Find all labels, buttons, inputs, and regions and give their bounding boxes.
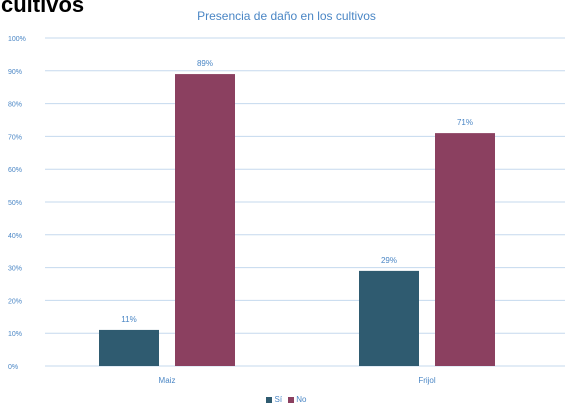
legend-item-no: No <box>288 395 307 404</box>
y-tick-label: 50% <box>8 200 22 207</box>
bar-frijol-si <box>359 270 419 366</box>
bar-frijol-no <box>435 133 495 366</box>
y-tick-label: 0% <box>8 364 18 371</box>
data-label: 71% <box>457 118 473 127</box>
legend-label-si: Sí <box>274 395 283 404</box>
legend-swatch-si <box>266 396 273 403</box>
y-tick-label: 40% <box>8 233 22 240</box>
chart-legend: Sí No <box>0 395 573 404</box>
chart-title: Presencia de daño en los cultivos <box>197 9 376 23</box>
data-label: 89% <box>197 59 213 68</box>
y-tick-label: 60% <box>8 167 22 174</box>
y-tick-label: 90% <box>8 69 22 76</box>
data-label: 11% <box>121 315 136 324</box>
y-tick-label: 100% <box>8 36 26 43</box>
y-tick-label: 70% <box>8 134 22 141</box>
bar-maiz-no <box>175 74 235 366</box>
x-category-label: Maiz <box>159 376 176 385</box>
legend-label-no: No <box>296 395 307 404</box>
y-tick-label: 80% <box>8 102 22 109</box>
legend-swatch-no <box>288 396 295 403</box>
data-label: 29% <box>381 256 397 265</box>
bar-maiz-si <box>99 329 159 366</box>
y-tick-label: 30% <box>8 266 22 273</box>
page-heading: cultivos <box>1 0 85 17</box>
y-tick-label: 20% <box>8 298 22 305</box>
x-category-label: Frijol <box>418 376 436 385</box>
y-tick-label: 10% <box>8 331 22 338</box>
legend-item-si: Sí <box>266 395 282 404</box>
